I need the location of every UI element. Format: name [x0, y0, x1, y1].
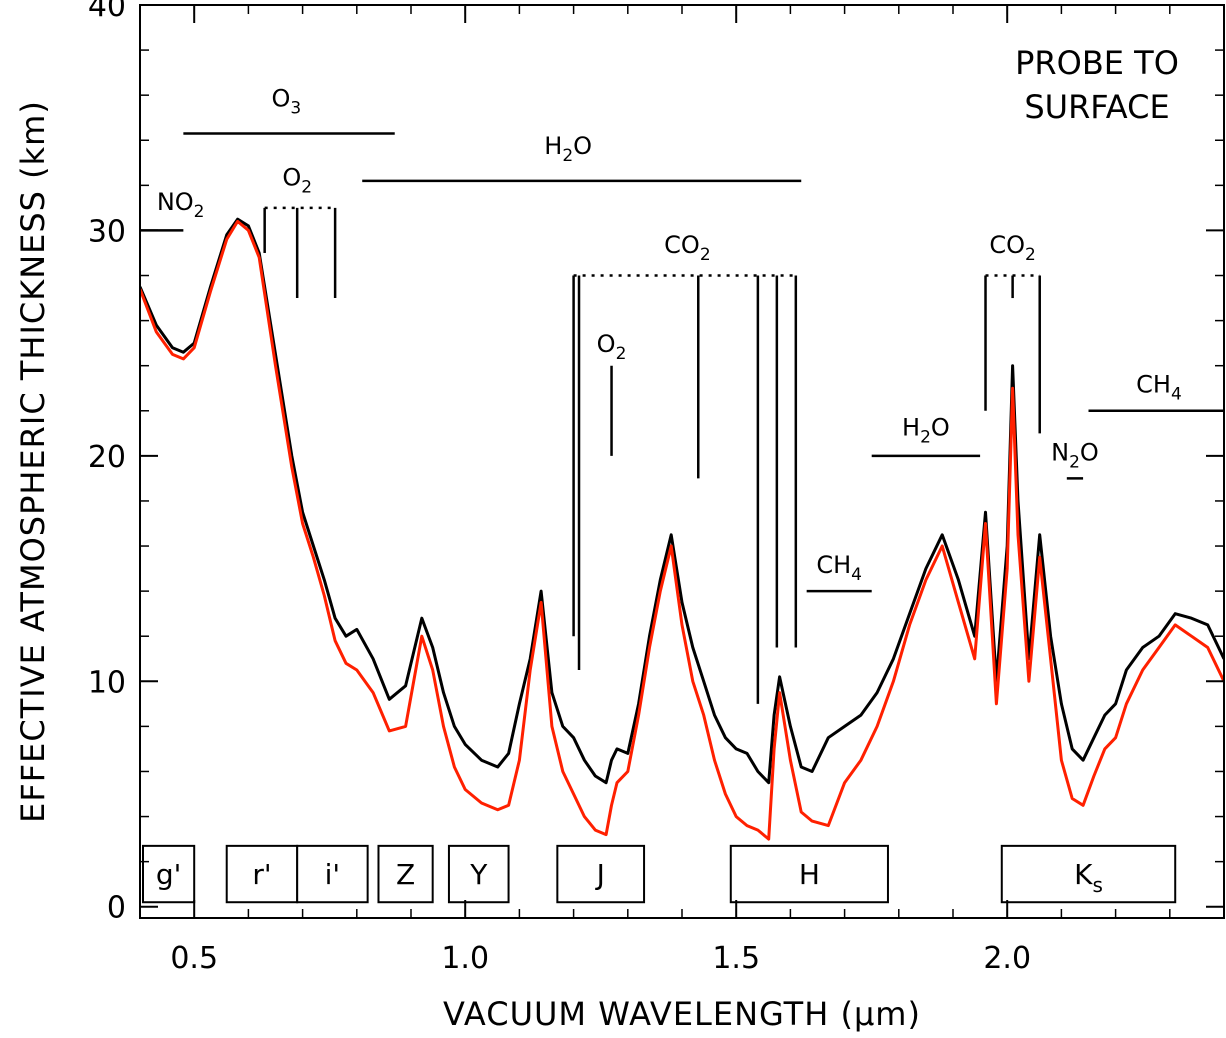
filter-box-6: [729, 844, 889, 904]
series-layer: [140, 217, 1224, 841]
y-tick-label-2: 20: [88, 440, 126, 475]
absorber-label-1: O3: [271, 84, 301, 118]
filter-box-0: [142, 844, 196, 904]
filter-label-3: Z: [396, 858, 415, 891]
y-tick-label-0: 0: [107, 891, 126, 926]
absorber-label-6: CH4: [816, 551, 862, 585]
series-line-2: [140, 219, 1224, 841]
corner-label-line-1: PROBE TO: [1015, 44, 1179, 82]
filter-box-1: [225, 844, 299, 904]
absorber-label-9: N2O: [1051, 438, 1099, 472]
absorber-label-2: O2: [282, 163, 312, 197]
filter-label-2: i': [325, 858, 340, 891]
x-tick-label-3: 2.0: [983, 941, 1031, 976]
absorber-label-8: CO2: [989, 231, 1035, 265]
filter-box-5: [556, 844, 646, 904]
absorber-label-4: CO2: [664, 231, 710, 265]
filter-label-5: J: [595, 858, 605, 891]
corner-label-line-2: SURFACE: [1024, 88, 1169, 126]
axis-layer: 0.5 1.0 1.5 2.0 0 10 20 30 40: [88, 0, 1225, 976]
y-tick-label-3: 30: [88, 214, 126, 249]
filter-box-4: [447, 844, 510, 904]
filter-label-0: g': [156, 858, 181, 891]
filter-box-3: [377, 844, 434, 904]
y-axis-label: EFFECTIVE ATMOSPHERIC THICKNESS (km): [14, 100, 52, 823]
series-line-1: [140, 217, 1224, 785]
y-tick-label-4: 40: [88, 0, 126, 24]
x-tick-label-1: 1.0: [441, 941, 489, 976]
filter-box-2: [296, 844, 369, 904]
filter-label-6: H: [799, 858, 820, 891]
x-axis-label: VACUUM WAVELENGTH (μm): [443, 995, 921, 1033]
absorber-layer: NO2 O3 O2 H2O CO2 O2 CH4 H2O CO2 N2O CH4: [140, 84, 1224, 704]
absorber-label-10: CH4: [1136, 371, 1182, 405]
absorber-label-5: O2: [597, 330, 627, 364]
filter-layer: g' r' i' Z Y J H Ks: [142, 844, 1177, 904]
x-tick-label-2: 1.5: [712, 941, 760, 976]
absorber-label-7: H2O: [902, 414, 950, 448]
absorber-label-0: NO2: [157, 188, 205, 222]
y-tick-label-1: 10: [88, 665, 126, 700]
filter-box-7: [1000, 844, 1177, 904]
filter-label-7: Ks: [1074, 858, 1103, 897]
filter-label-4: Y: [469, 858, 488, 891]
x-tick-label-0: 0.5: [170, 941, 218, 976]
filter-label-1: r': [252, 858, 271, 891]
absorber-label-3: H2O: [544, 132, 592, 166]
